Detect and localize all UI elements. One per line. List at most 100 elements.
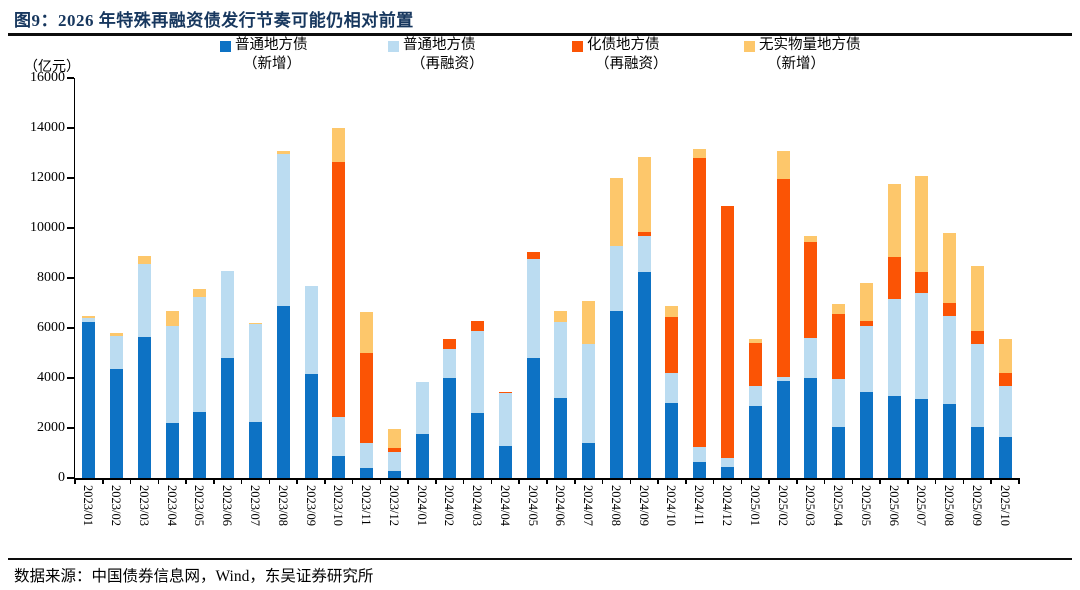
- bar-segment-s4-2023/02: [110, 333, 124, 336]
- bar-segment-s1-2023/11: [360, 468, 374, 478]
- x-tick: [962, 478, 965, 484]
- x-tick: [657, 478, 659, 484]
- y-tick-label: 12000: [30, 170, 65, 185]
- bar-segment-s1-2023/07: [248, 421, 262, 478]
- bar-segment-s1-2024/03: [471, 413, 485, 478]
- bar-segment-s2-2024/07: [582, 344, 596, 443]
- bar-segment-s3-2025/06: [887, 256, 901, 300]
- y-tick: [67, 277, 74, 279]
- bar-segment-s2-2025/01: [748, 385, 762, 406]
- bar-segment-s1-2025/07: [915, 399, 929, 478]
- x-tick-label: 2024/02: [442, 485, 457, 526]
- bar-segment-s3-2025/08: [943, 303, 957, 316]
- bar-segment-s3-2025/10: [998, 373, 1012, 386]
- bar-segment-s1-2025/04: [832, 426, 846, 478]
- x-tick-label: 2024/06: [553, 485, 568, 526]
- legend-item-2: 普通地方债 （再融资）: [388, 36, 484, 74]
- x-tick: [823, 478, 826, 484]
- bar-segment-s3-2024/11: [693, 158, 707, 447]
- bar-segment-s1-2023/08: [276, 305, 290, 478]
- bar-segment-s2-2024/04: [498, 393, 512, 446]
- x-tick: [462, 478, 465, 484]
- legend-label-line1: 普通地方债: [403, 37, 476, 53]
- legend-swatch-icon: [388, 41, 399, 52]
- bar-segment-s2-2023/02: [110, 335, 124, 370]
- x-tick-label: 2025/05: [858, 485, 873, 526]
- bar-segment-s4-2024/10: [665, 305, 679, 317]
- bar-segment-s4-2024/07: [582, 300, 596, 345]
- x-tick-label: 2025/04: [831, 485, 846, 526]
- bar-segment-s1-2025/10: [998, 436, 1012, 478]
- bar-segment-s2-2025/09: [970, 344, 984, 427]
- legend-swatch-icon: [744, 41, 755, 52]
- x-tick-label: 2024/12: [719, 485, 734, 526]
- bar-segment-s1-2025/06: [887, 395, 901, 478]
- bar-segment-s2-2024/03: [471, 330, 485, 413]
- x-tick: [268, 478, 271, 484]
- bar-segment-s4-2023/08: [276, 150, 290, 155]
- x-tick-label: 2023/04: [164, 485, 179, 526]
- bar-segment-s1-2024/06: [554, 398, 568, 478]
- x-tick-label: 2024/04: [497, 485, 512, 526]
- bar-segment-s1-2025/08: [943, 404, 957, 478]
- bar-segment-s1-2024/01: [415, 434, 429, 478]
- bar-segment-s1-2023/05: [193, 411, 207, 478]
- bar-segment-s4-2023/07: [248, 323, 262, 325]
- bar-segment-s2-2024/09: [637, 235, 651, 272]
- bar-segment-s4-2024/09: [637, 156, 651, 232]
- legend-label: 普通地方债 （新增）: [235, 36, 308, 74]
- bar-segment-s1-2024/08: [609, 310, 623, 478]
- bar-segment-s1-2024/11: [693, 461, 707, 478]
- bar-segment-s3-2024/09: [637, 231, 651, 236]
- x-tick: [546, 478, 548, 484]
- bar-segment-s4-2023/11: [360, 311, 374, 353]
- bar-segment-s2-2023/12: [387, 451, 401, 471]
- y-tick: [67, 77, 74, 79]
- bar-segment-s3-2023/10: [332, 161, 346, 417]
- bar-segment-s1-2023/02: [110, 369, 124, 478]
- bar-segment-s1-2025/09: [970, 426, 984, 478]
- y-axis-line: [73, 78, 75, 480]
- y-tick: [67, 327, 74, 329]
- x-tick-label: 2023/01: [81, 485, 96, 526]
- x-tick-label: 2024/07: [581, 485, 596, 526]
- bar-segment-s2-2025/02: [776, 376, 790, 381]
- bar-segment-s2-2023/03: [137, 264, 151, 337]
- x-tick: [213, 478, 215, 484]
- x-tick-label: 2024/10: [664, 485, 679, 526]
- bar-segment-s1-2024/09: [637, 271, 651, 478]
- bar-segment-s2-2025/06: [887, 299, 901, 396]
- x-tick: [129, 478, 132, 484]
- x-tick-label: 2023/10: [331, 485, 346, 526]
- legend-label-line1: 无实物量地方债: [759, 37, 861, 53]
- bar-segment-s2-2023/05: [193, 296, 207, 412]
- x-tick: [879, 478, 881, 484]
- y-tick: [67, 127, 74, 129]
- x-tick: [490, 478, 493, 484]
- bar-segment-s4-2025/06: [887, 184, 901, 257]
- bar-segment-s4-2025/08: [943, 233, 957, 303]
- bar-segment-s4-2025/04: [832, 304, 846, 315]
- x-tick: [518, 478, 520, 484]
- bar-segment-s2-2024/06: [554, 321, 568, 398]
- x-tick: [240, 478, 243, 484]
- x-tick-label: 2025/02: [775, 485, 790, 526]
- x-tick-label: 2025/08: [942, 485, 957, 526]
- bar-segment-s3-2025/01: [748, 343, 762, 386]
- bar-segment-s4-2025/10: [998, 339, 1012, 373]
- bar-segment-s1-2024/05: [526, 358, 540, 478]
- bar-segment-s1-2023/10: [332, 455, 346, 478]
- x-tick-label: 2023/03: [136, 485, 151, 526]
- bar-segment-s2-2023/09: [304, 285, 318, 375]
- bar-segment-s4-2024/11: [693, 149, 707, 158]
- x-tick-label: 2025/06: [886, 485, 901, 526]
- bar-segment-s2-2024/11: [693, 446, 707, 462]
- legend-swatch-icon: [572, 41, 583, 52]
- x-tick: [1018, 478, 1020, 484]
- bar-segment-s1-2023/03: [137, 336, 151, 478]
- y-tick: [67, 477, 74, 479]
- x-tick-label: 2023/08: [275, 485, 290, 526]
- figure-title: 图9：2026 年特殊再融资债发行节奏可能仍相对前置: [14, 11, 414, 30]
- x-tick-label: 2023/05: [192, 485, 207, 526]
- legend-swatch-icon: [220, 41, 231, 52]
